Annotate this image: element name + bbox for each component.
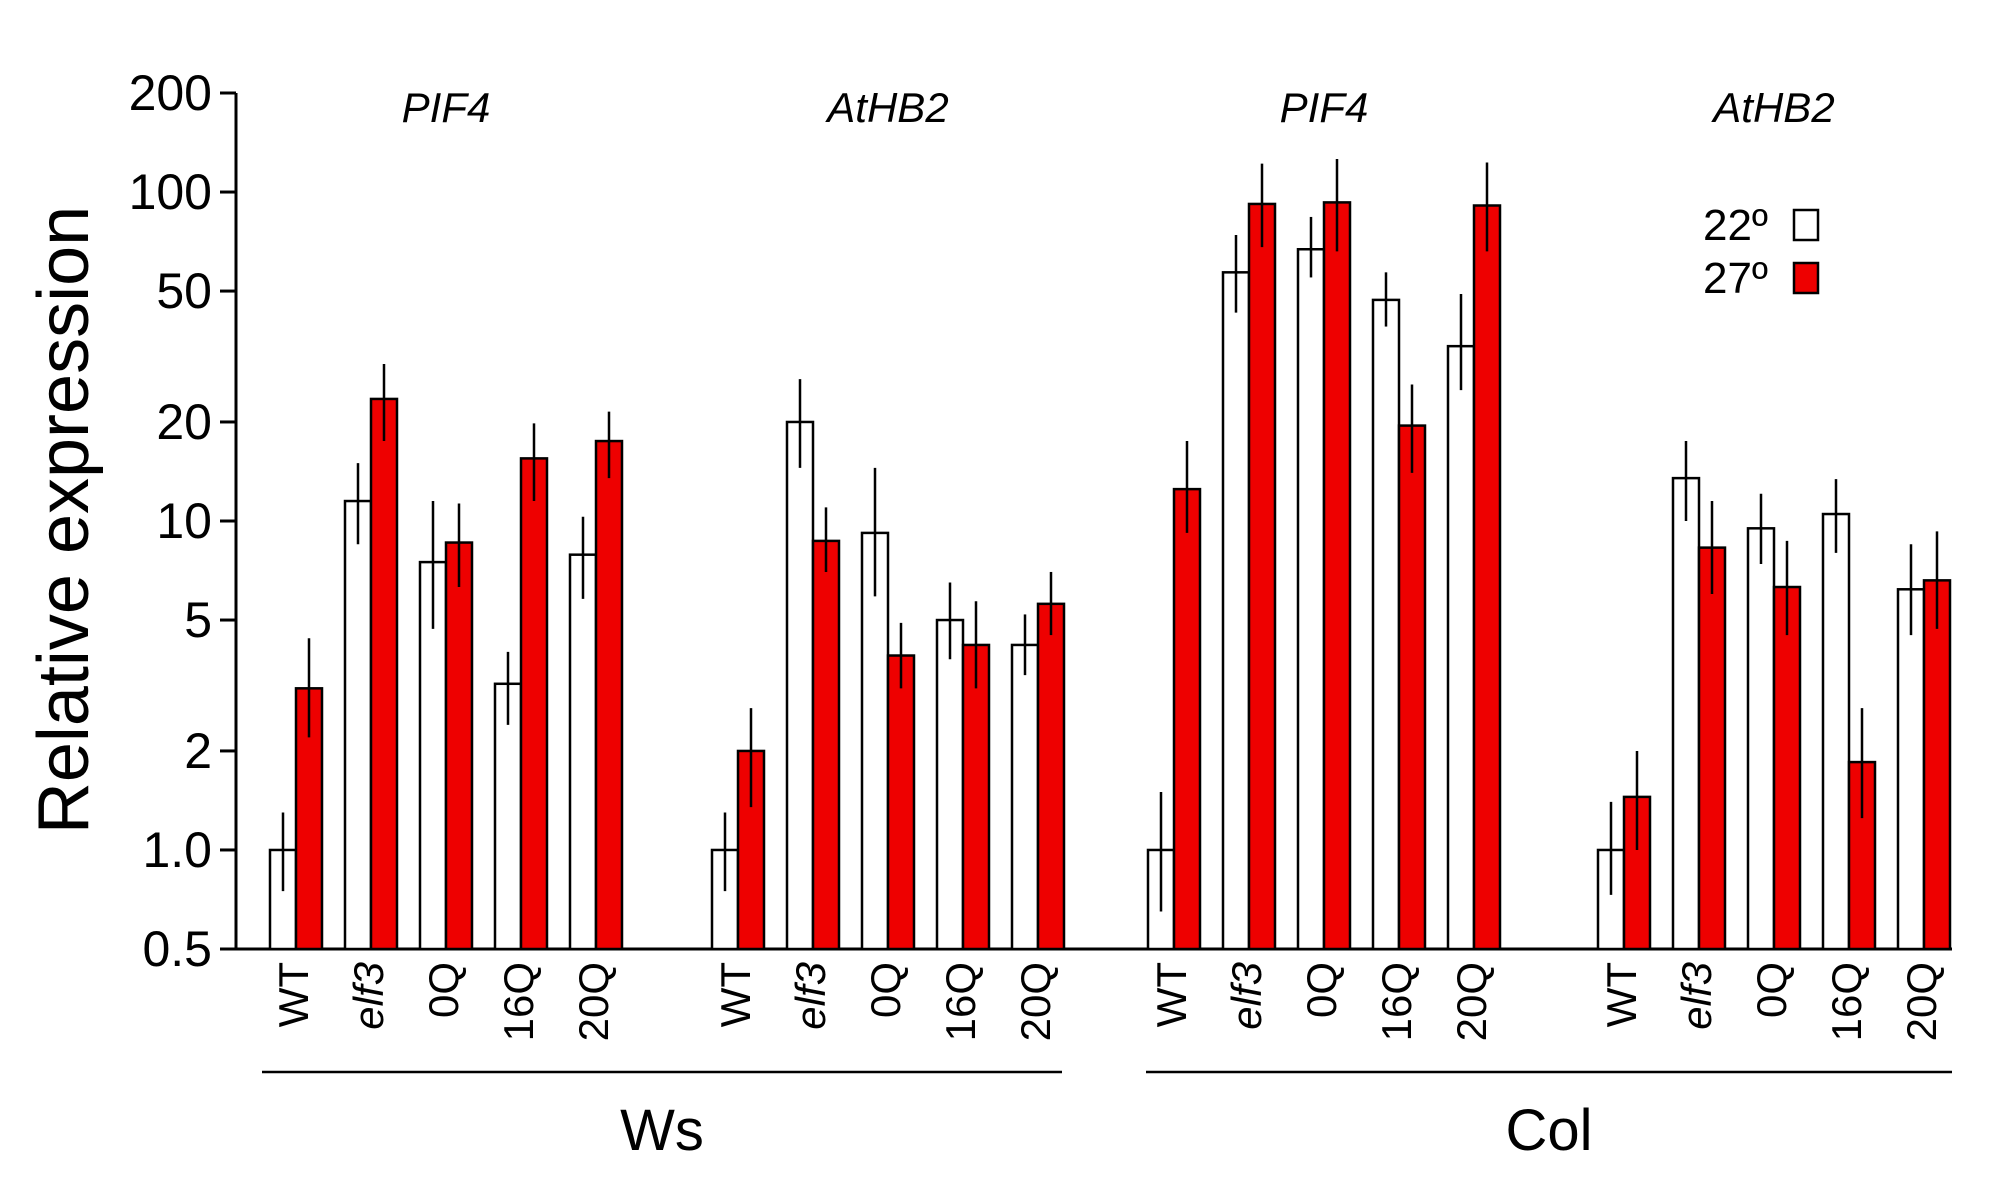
bar-22: [935, 618, 965, 951]
bar-27: [1322, 201, 1352, 951]
bar-27: [594, 439, 624, 951]
y-tick-label: 20: [156, 394, 212, 450]
category-labels: PIF4 WT elf3 0Q 16Q 20Q AtHB2 WT elf3 0Q 16Q 20Q PIF…: [262, 84, 1952, 1163]
category-label: elf3: [345, 962, 392, 1030]
category-label: 0Q: [1748, 962, 1795, 1018]
category-label: 16Q: [937, 962, 984, 1041]
bars: [268, 159, 1952, 951]
gene-title: AtHB2: [1710, 84, 1834, 131]
bar-22: [1821, 512, 1851, 951]
bar-27: [811, 539, 841, 951]
bar-22: [1896, 588, 1926, 951]
legend-swatch: [1792, 261, 1820, 295]
bar-22: [1010, 643, 1040, 951]
category-label: 20Q: [570, 962, 617, 1041]
category-label: 0Q: [420, 962, 467, 1018]
background-label: Col: [1505, 1098, 1592, 1163]
category-label: 20Q: [1448, 962, 1495, 1041]
category-label: 16Q: [1373, 962, 1420, 1041]
bar-27: [1922, 579, 1952, 951]
bar-27: [369, 397, 399, 951]
bar-22: [1371, 298, 1401, 951]
bar-27: [1697, 546, 1727, 951]
bar-22: [568, 553, 598, 951]
bar-27: [1172, 487, 1202, 951]
category-label: 0Q: [862, 962, 909, 1018]
category-label: WT: [1598, 962, 1645, 1027]
category-label: 16Q: [1823, 962, 1870, 1041]
bar-22: [1746, 527, 1776, 951]
y-tick-label: 0.5: [142, 921, 212, 977]
bar-27: [1472, 204, 1502, 951]
bar-22: [785, 420, 815, 951]
category-label: elf3: [1673, 962, 1720, 1030]
gene-title: AtHB2: [824, 84, 948, 131]
bar-22: [1221, 271, 1251, 951]
bar-27: [961, 643, 991, 951]
category-label: 20Q: [1898, 962, 1945, 1041]
y-tick-label: 10: [156, 493, 212, 549]
bar-22: [1446, 344, 1476, 951]
legend-label: 22º: [1703, 201, 1768, 250]
category-label: 0Q: [1298, 962, 1345, 1018]
category-label: WT: [712, 962, 759, 1027]
bar-27: [1036, 602, 1066, 951]
category-label: WT: [1148, 962, 1195, 1027]
bar-22: [343, 499, 373, 951]
y-tick-label: 100: [129, 164, 212, 220]
y-tick-label: 5: [184, 592, 212, 648]
bar-27: [519, 457, 549, 951]
bar-27: [886, 654, 916, 951]
gene-title: PIF4: [402, 84, 491, 131]
y-tick-label: 200: [129, 65, 212, 121]
bar-22: [860, 531, 890, 951]
y-axis-label: Relative expression: [24, 206, 104, 834]
category-label: elf3: [787, 962, 834, 1030]
category-label: elf3: [1223, 962, 1270, 1030]
category-label: 16Q: [495, 962, 542, 1041]
bar-27: [1247, 202, 1277, 951]
y-tick-label: 2: [184, 723, 212, 779]
bar-27: [1397, 424, 1427, 951]
background-label: Ws: [620, 1098, 704, 1163]
category-label: WT: [270, 962, 317, 1027]
gene-title: PIF4: [1280, 84, 1369, 131]
bar-22: [1671, 476, 1701, 951]
bar-27: [1772, 585, 1802, 951]
bar-27: [444, 541, 474, 951]
category-label: 20Q: [1012, 962, 1059, 1041]
bar-22: [1296, 247, 1326, 951]
legend-label: 27º: [1703, 254, 1768, 303]
y-tick-label: 1.0: [142, 822, 212, 878]
legend-swatch: [1792, 208, 1820, 242]
y-axis: 200 100 50 20 10 5 2 1.0 0.5 Relative expression: [24, 65, 1952, 977]
y-tick-label: 50: [156, 263, 212, 319]
